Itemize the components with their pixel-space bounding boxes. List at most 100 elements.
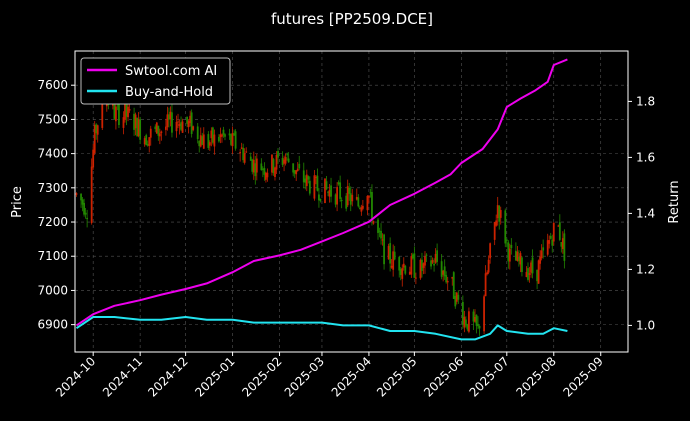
x-tick-label: 2025-02 [239,354,284,399]
candle-body [328,190,331,197]
candle-body [124,104,126,120]
legend-label-ai: Swtool.com AI [125,64,217,79]
candle-body [434,253,437,263]
return-line-buy-and-hold [75,316,568,341]
candle-body [211,127,214,143]
candle-body [557,225,560,227]
candle-body [302,170,305,183]
candle-body [518,256,520,262]
candle-body [433,263,435,266]
x-tick-label: 2025-06 [421,354,466,399]
candle-body [283,159,285,164]
candle-body [202,134,205,149]
candle-body [318,194,320,201]
candle-body [558,222,561,240]
candle-body [516,251,519,261]
candle-body [454,295,457,307]
candle-body [472,311,475,322]
candle-body [349,193,352,205]
candle-body [134,114,137,129]
candle-body [360,207,363,212]
candle-body [313,175,316,199]
candle-body [154,126,157,130]
candle-body [263,168,266,175]
x-tick-label: 2025-03 [282,354,327,399]
candle-body [455,292,458,302]
candle-body [198,140,201,147]
plot-frame [74,50,629,353]
candle-body [508,248,511,262]
candle-body [81,199,84,205]
candle-body [189,115,192,124]
candle-body [292,163,295,173]
candle-body [546,240,549,255]
y-tick-label: 7000 [37,283,68,297]
candle-body [277,151,279,158]
candle-body [168,114,170,120]
candle-body [84,212,87,215]
candle-body [389,243,392,264]
candle-body [393,251,396,260]
candle-body [239,152,242,154]
candle-body [474,316,476,322]
candle-body [298,163,301,169]
candle-body [422,263,425,268]
candle-body [145,135,148,146]
candle-body [327,191,329,193]
candle-body [548,240,551,244]
candle-body [228,133,231,136]
candle-body [549,236,552,239]
candle-body [361,205,364,209]
candle-body [499,210,502,218]
candle-body [399,268,402,275]
candle-body [560,241,563,247]
candle-body [128,108,131,111]
candle-body [169,111,172,120]
candle-body [166,114,169,128]
candle-body [528,273,531,275]
candle-body [468,311,470,332]
candle-body [213,134,216,147]
y-tick-label: 7600 [37,78,68,92]
candlestick-series [75,82,566,336]
candle-body [387,246,390,260]
candle-body [281,157,284,165]
candle-body [493,222,496,240]
candle-body [218,136,220,142]
y-tick-label: 6900 [37,318,68,332]
candle-body [478,325,481,329]
candle-body [133,113,135,130]
candle-body [113,103,116,119]
candle-body [271,154,273,173]
candle-body [210,130,213,139]
candle-body [286,154,289,156]
candle-body [137,119,140,137]
candle-body [224,134,226,137]
candle-body [504,210,507,244]
candle-body [192,126,195,130]
candle-body [475,314,478,326]
candle-body [358,207,361,209]
candle-body [339,182,342,199]
candle-body [293,170,296,174]
candle-body [252,159,255,173]
candle-body [561,238,564,249]
candle-body [514,250,517,261]
y-tick-label: 7300 [37,181,68,195]
candle-body [196,126,199,140]
y-axis-label: Price [10,186,25,218]
candle-body [186,116,189,124]
candle-body [461,301,464,325]
x-tick-label: 2025-08 [514,354,559,399]
legend: Swtool.com AI Buy-and-Hold [80,57,231,105]
candle-body [380,230,382,239]
candle-body [451,277,454,279]
candle-body [421,259,423,271]
candle-body [171,112,173,133]
candle-body [525,272,528,278]
y-tick-label: 7500 [37,112,68,126]
candle-body [175,122,178,132]
candle-body [274,167,276,177]
candle-body [86,217,89,220]
candle-body [249,156,252,161]
